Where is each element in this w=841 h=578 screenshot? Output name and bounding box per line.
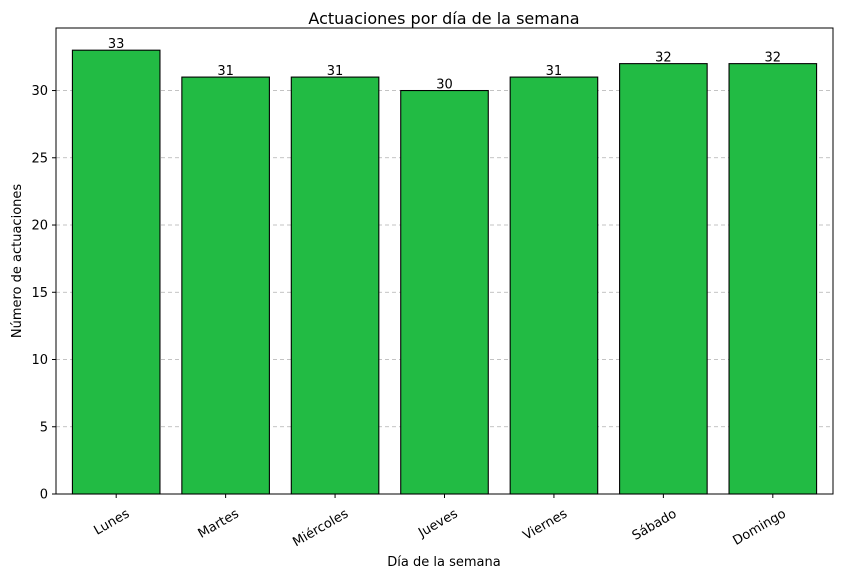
data-label: 30 (436, 78, 453, 93)
x-axis-ticks: Lunes Martes Miércoles Jueves Viernes Sábado D… (92, 494, 789, 550)
data-label: 31 (217, 64, 234, 79)
x-tick-label: Viernes (521, 506, 571, 543)
bar-6 (728, 63, 818, 495)
y-tick-label: 5 (40, 420, 48, 435)
data-label: 31 (546, 64, 563, 79)
y-tick-label: 0 (40, 488, 48, 503)
bar-5 (619, 63, 708, 495)
x-tick-label: Miércoles (290, 506, 351, 550)
y-axis-ticks: 0 5 10 15 20 25 30 (31, 84, 56, 503)
data-label: 32 (655, 51, 672, 66)
bar-3 (400, 89, 489, 495)
data-label: 31 (327, 64, 344, 79)
x-tick-label: Lunes (92, 506, 133, 538)
x-tick-label: Domingo (730, 506, 788, 548)
x-tick-label: Sábado (630, 506, 680, 543)
bars (71, 49, 818, 495)
y-axis-label: Número de actuaciones (10, 184, 25, 339)
chart-title: Actuaciones por día de la semana (308, 9, 579, 28)
data-labels: 33 31 31 30 31 32 32 (108, 37, 781, 92)
y-tick-label: 10 (31, 353, 48, 368)
x-tick-label: Jueves (415, 506, 460, 541)
x-axis-label: Día de la semana (387, 555, 500, 570)
y-tick-label: 15 (31, 286, 48, 301)
bar-0 (71, 49, 161, 495)
data-label: 33 (108, 37, 125, 52)
y-tick-label: 25 (31, 151, 48, 166)
y-tick-label: 30 (31, 84, 48, 99)
data-label: 32 (765, 51, 782, 66)
bar-1 (181, 76, 270, 495)
x-tick-label: Martes (196, 506, 242, 541)
bar-4 (509, 76, 599, 495)
y-tick-label: 20 (31, 219, 48, 234)
bar-2 (290, 76, 380, 495)
